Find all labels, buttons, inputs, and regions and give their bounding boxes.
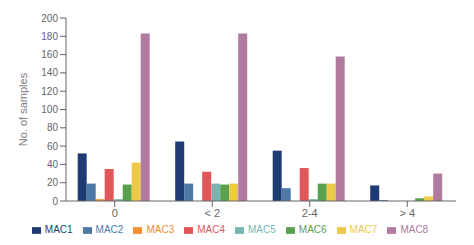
svg-text:200: 200 <box>41 13 58 24</box>
svg-text:160: 160 <box>41 49 58 60</box>
svg-text:20: 20 <box>47 177 59 188</box>
svg-text:2-4: 2-4 <box>302 207 318 219</box>
svg-text:40: 40 <box>47 159 59 170</box>
html-text:MAC6: MAC6 <box>298 224 327 235</box>
html-text:MAC8: MAC8 <box>400 224 429 235</box>
svg-text:100: 100 <box>41 104 58 115</box>
svg-text:0: 0 <box>52 196 58 207</box>
svg-text:120: 120 <box>41 86 58 97</box>
svg-text:No. of samples: No. of samples <box>17 72 29 146</box>
svg-text:140: 140 <box>41 67 58 78</box>
svg-text:80: 80 <box>47 122 59 133</box>
svg-text:60: 60 <box>47 141 59 152</box>
svg-text:180: 180 <box>41 31 58 42</box>
html-text:MAC3: MAC3 <box>146 224 175 235</box>
html-text:MAC1: MAC1 <box>44 224 73 235</box>
html-text:MAC7: MAC7 <box>349 224 378 235</box>
html-text:MAC4: MAC4 <box>197 224 225 235</box>
html-text:MAC5: MAC5 <box>248 224 276 235</box>
html-text:MAC2: MAC2 <box>95 224 124 235</box>
svg-text:< 2: < 2 <box>204 207 220 219</box>
svg-text:> 4: > 4 <box>399 207 415 219</box>
svg-text:0: 0 <box>112 207 118 219</box>
